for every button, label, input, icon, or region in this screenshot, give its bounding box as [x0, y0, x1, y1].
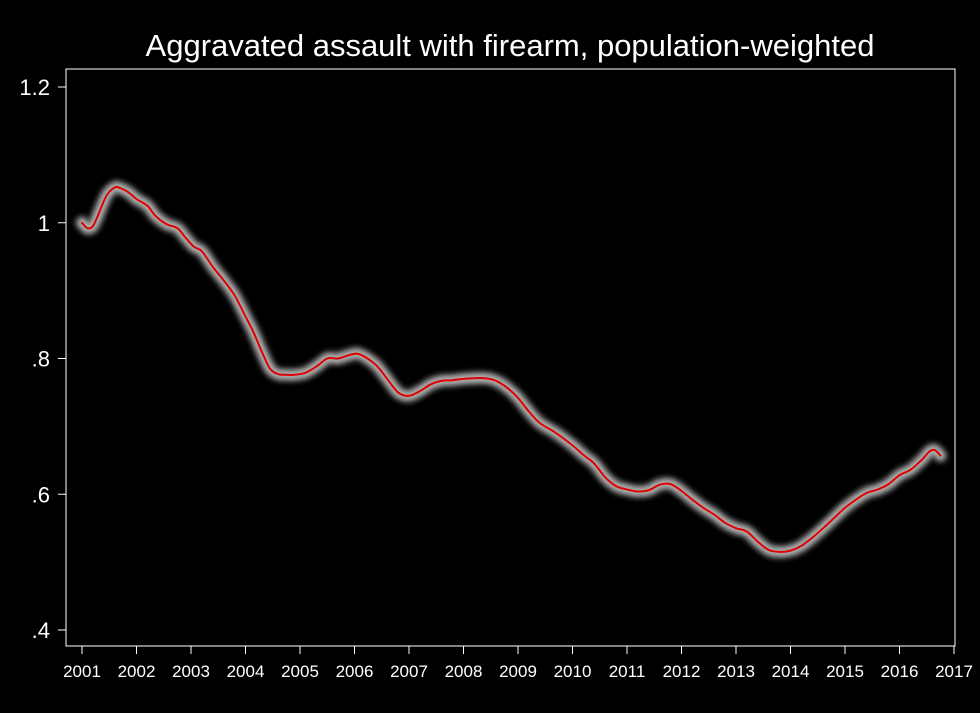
- x-tick-label: 2002: [118, 662, 156, 681]
- y-axis: .4 .6 .8 1 1.2: [19, 75, 66, 643]
- y-tick-label: 1: [38, 211, 50, 236]
- series-line: [81, 185, 942, 553]
- x-tick-label: 2011: [609, 662, 646, 681]
- x-tick-label: 2015: [826, 662, 864, 681]
- x-tick-label: 2009: [499, 662, 537, 681]
- x-tick-label: 2006: [336, 662, 374, 681]
- x-tick-label: 2008: [445, 662, 483, 681]
- y-tick-label: .8: [32, 347, 50, 372]
- x-tick-label: 2016: [881, 662, 919, 681]
- x-tick-label: 2013: [717, 662, 755, 681]
- x-tick-label: 2004: [227, 662, 265, 681]
- x-tick-label: 2012: [663, 662, 701, 681]
- x-tick-label: 2005: [281, 662, 319, 681]
- y-tick-label: 1.2: [19, 75, 50, 100]
- plot-area: .4.6.811.2 2001 2002 2003 2004 2005 2006 2007 2…: [19, 68, 973, 681]
- x-axis: 2001 2002 2003 2004 2005 2006 2007 2008 2009 2010…: [63, 646, 973, 681]
- y-tick-label: .6: [32, 482, 50, 507]
- chart-title: Aggravated assault with firearm, populat…: [146, 28, 875, 63]
- x-tick-label: 2014: [772, 662, 810, 681]
- x-tick-label: 2010: [554, 662, 592, 681]
- x-tick-label: 2001: [63, 662, 101, 681]
- x-tick-label: 2017: [935, 662, 973, 681]
- y-tick-label: .4: [32, 618, 50, 643]
- series-group: [81, 185, 942, 553]
- x-tick-label: 2007: [390, 662, 428, 681]
- x-tick-label: 2003: [172, 662, 210, 681]
- plot-frame: [65, 68, 956, 647]
